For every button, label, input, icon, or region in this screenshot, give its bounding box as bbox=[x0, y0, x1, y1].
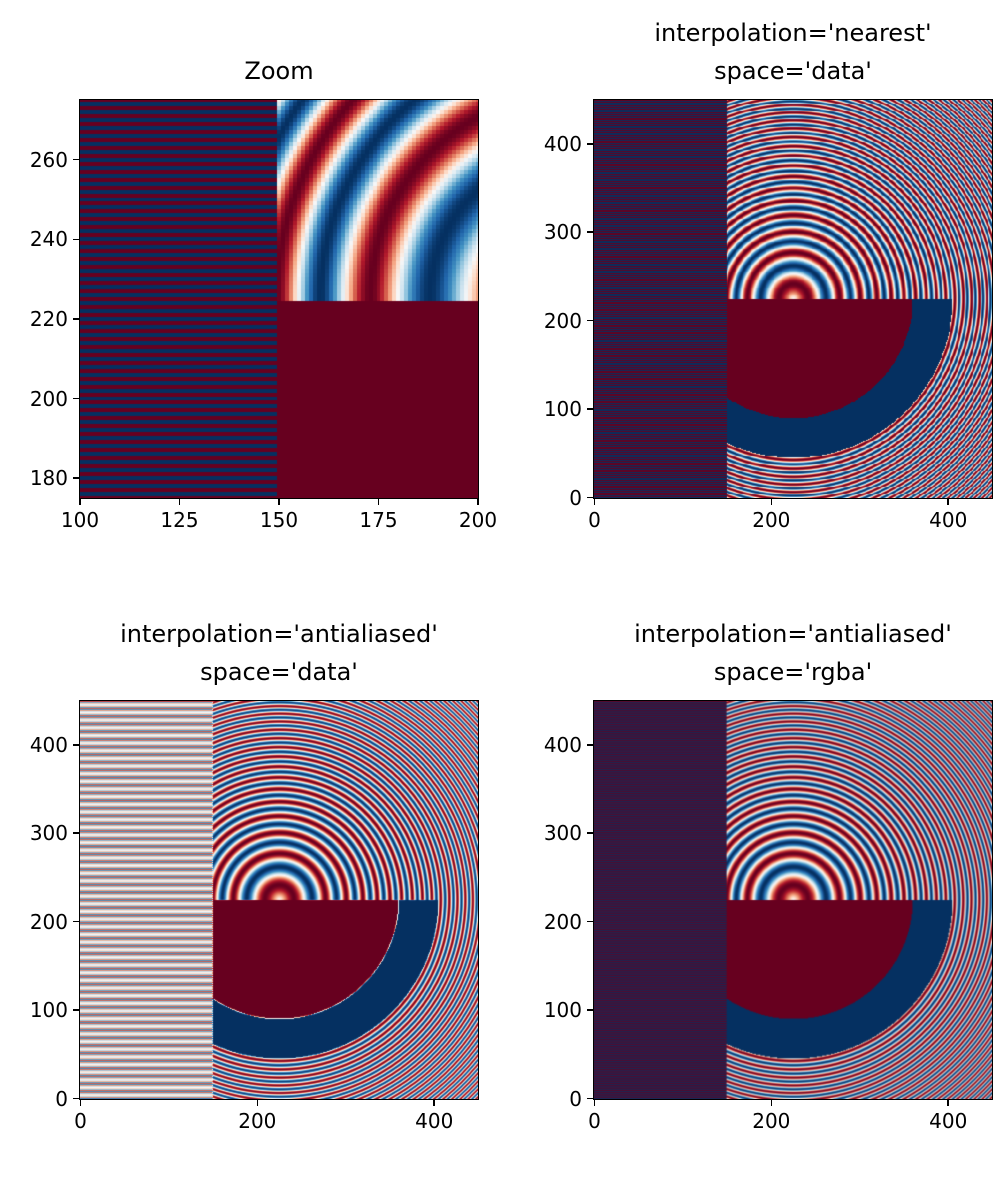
y-tick-mark bbox=[73, 158, 80, 161]
axes-title: space='data' bbox=[200, 658, 358, 686]
x-tick-mark bbox=[770, 498, 773, 505]
y-tick-mark bbox=[73, 1097, 80, 1100]
image-heatmap bbox=[594, 100, 992, 498]
y-tick-label: 200 bbox=[29, 386, 68, 411]
y-tick-label: 100 bbox=[29, 998, 68, 1023]
x-tick-mark bbox=[593, 1099, 596, 1106]
y-tick-mark bbox=[73, 920, 80, 923]
x-tick-label: 400 bbox=[929, 508, 968, 532]
y-tick-mark bbox=[73, 397, 80, 400]
image-heatmap bbox=[80, 701, 478, 1099]
x-tick-mark bbox=[947, 1099, 949, 1106]
y-tick-mark bbox=[73, 318, 80, 320]
y-tick-mark bbox=[73, 477, 80, 479]
y-tick-label: 300 bbox=[543, 220, 582, 245]
y-tick-label: 400 bbox=[543, 131, 582, 156]
y-tick-label: 100 bbox=[543, 397, 582, 422]
image-heatmap bbox=[594, 701, 992, 1099]
x-tick-label: 125 bbox=[160, 508, 199, 532]
x-tick-label: 0 bbox=[588, 1109, 601, 1133]
y-tick-label: 0 bbox=[569, 1086, 582, 1111]
y-tick-label: 400 bbox=[543, 732, 582, 757]
x-tick-mark bbox=[477, 498, 479, 505]
x-tick-label: 100 bbox=[60, 508, 100, 532]
x-tick-mark bbox=[770, 1099, 773, 1106]
x-tick-label: 200 bbox=[752, 508, 791, 532]
y-tick-mark bbox=[73, 1009, 80, 1011]
x-tick-mark bbox=[947, 498, 949, 505]
axes-title: interpolation='nearest' bbox=[654, 19, 932, 47]
x-tick-label: 200 bbox=[458, 508, 498, 532]
x-tick-label: 0 bbox=[588, 508, 601, 532]
y-tick-label: 100 bbox=[543, 998, 582, 1023]
y-tick-mark bbox=[587, 832, 594, 834]
y-tick-label: 200 bbox=[543, 909, 582, 934]
y-tick-mark bbox=[587, 143, 594, 145]
image-axes-1 bbox=[79, 99, 479, 499]
y-tick-label: 200 bbox=[543, 308, 582, 333]
y-tick-label: 180 bbox=[29, 466, 68, 491]
y-tick-mark bbox=[587, 319, 594, 322]
image-axes-3 bbox=[79, 700, 479, 1100]
y-tick-label: 240 bbox=[29, 227, 68, 252]
axes-title: space='data' bbox=[714, 57, 872, 85]
image-axes-2 bbox=[593, 99, 993, 499]
y-tick-label: 200 bbox=[29, 909, 68, 934]
axes-title: Zoom bbox=[244, 57, 314, 85]
x-tick-mark bbox=[256, 1099, 259, 1106]
x-tick-mark bbox=[278, 498, 280, 505]
y-tick-mark bbox=[587, 920, 594, 923]
x-tick-mark bbox=[593, 498, 596, 505]
y-tick-mark bbox=[587, 1097, 594, 1100]
x-tick-mark bbox=[377, 498, 380, 505]
x-tick-label: 200 bbox=[238, 1109, 277, 1133]
axes-title: interpolation='antialiased' bbox=[120, 620, 438, 648]
y-tick-label: 300 bbox=[543, 821, 582, 846]
x-tick-label: 0 bbox=[74, 1109, 87, 1133]
y-tick-label: 400 bbox=[29, 732, 68, 757]
x-tick-mark bbox=[79, 1099, 82, 1106]
y-tick-label: 0 bbox=[569, 485, 582, 510]
y-tick-mark bbox=[73, 832, 80, 834]
image-heatmap bbox=[80, 100, 478, 498]
axes-title: space='rgba' bbox=[713, 658, 873, 686]
y-tick-mark bbox=[587, 408, 594, 410]
y-tick-mark bbox=[587, 496, 594, 499]
x-tick-mark bbox=[178, 498, 181, 505]
x-tick-mark bbox=[79, 498, 81, 505]
y-tick-mark bbox=[73, 238, 80, 241]
y-tick-mark bbox=[73, 744, 80, 746]
image-axes-4 bbox=[593, 700, 993, 1100]
y-tick-label: 0 bbox=[55, 1086, 68, 1111]
x-tick-label: 200 bbox=[752, 1109, 791, 1133]
y-tick-label: 220 bbox=[29, 306, 68, 331]
axes-title: interpolation='antialiased' bbox=[634, 620, 952, 648]
y-tick-mark bbox=[587, 1009, 594, 1011]
x-tick-mark bbox=[433, 1099, 435, 1106]
x-tick-label: 175 bbox=[359, 508, 398, 532]
y-tick-mark bbox=[587, 231, 594, 233]
x-tick-label: 400 bbox=[929, 1109, 968, 1133]
y-tick-mark bbox=[587, 744, 594, 746]
y-tick-label: 260 bbox=[29, 147, 68, 172]
x-tick-label: 150 bbox=[259, 508, 299, 532]
x-tick-label: 400 bbox=[415, 1109, 454, 1133]
y-tick-label: 300 bbox=[29, 821, 68, 846]
